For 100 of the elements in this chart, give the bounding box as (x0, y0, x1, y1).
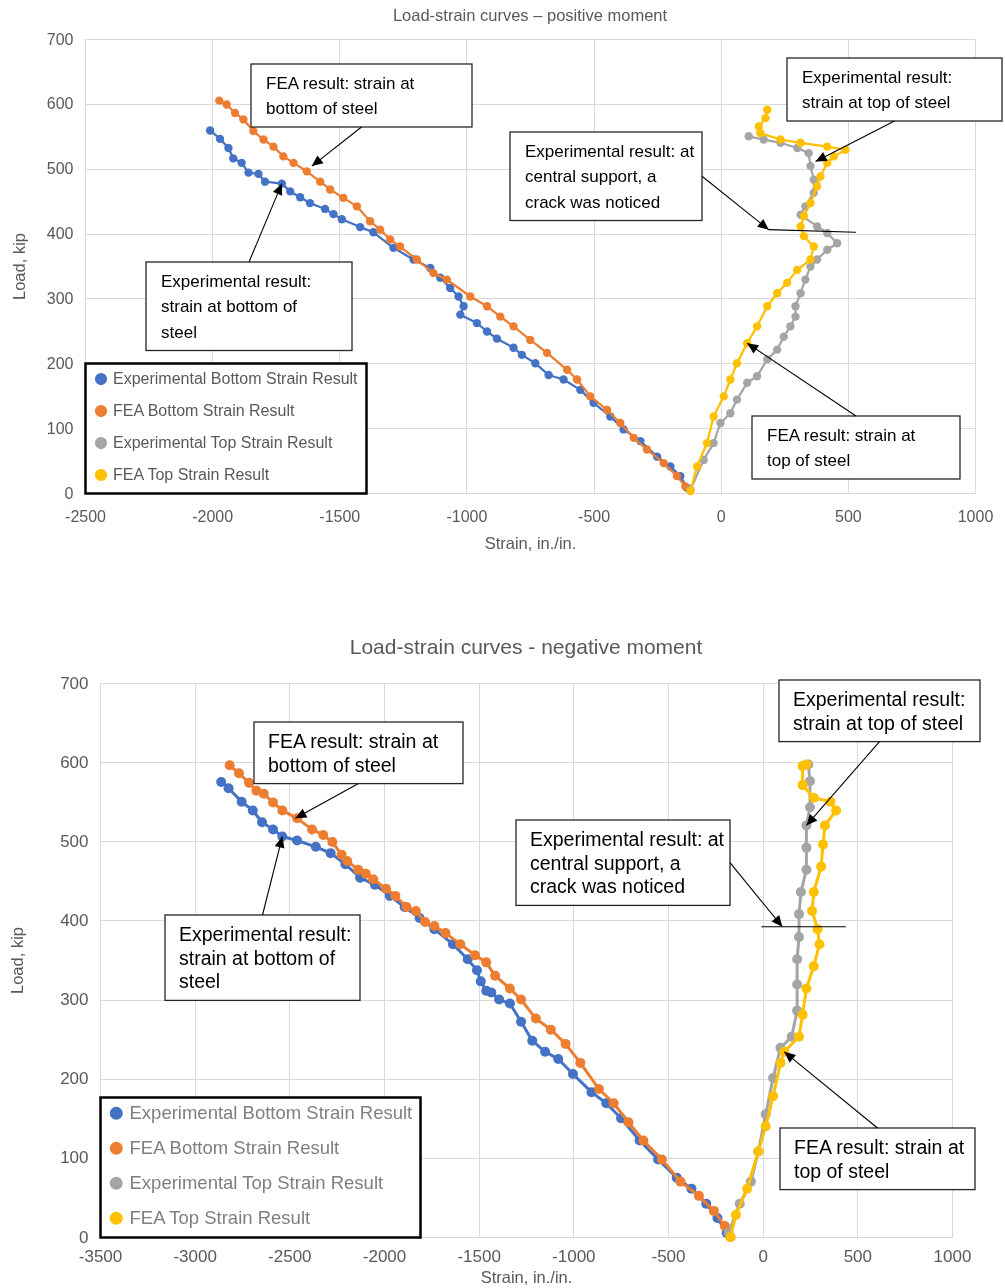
point (492, 334, 502, 343)
point (559, 375, 568, 384)
y-tick-label: 200 (60, 1069, 89, 1089)
point (801, 864, 812, 875)
point (442, 275, 452, 284)
annotation: FEA result: strain at top of steel (794, 1135, 965, 1182)
point (481, 957, 492, 968)
point (586, 392, 595, 401)
y-tick-label: 700 (60, 673, 89, 693)
point (353, 864, 364, 875)
y-tick-label: 300 (46, 289, 74, 307)
annotation: Experimental result: strain at top of steel (802, 67, 953, 113)
point (216, 776, 227, 787)
x-tick-label: -500 (578, 507, 611, 525)
point (286, 187, 295, 196)
point (732, 395, 742, 404)
point (327, 837, 338, 848)
point (726, 409, 735, 418)
point (490, 970, 501, 981)
point (472, 318, 482, 328)
point (608, 1098, 619, 1109)
point (244, 168, 253, 177)
point (772, 345, 782, 354)
y-tick-label: 600 (46, 95, 74, 113)
point (675, 1176, 686, 1187)
point (466, 292, 475, 301)
point (742, 378, 752, 387)
legend-label: FEA Bottom Strain Result (113, 402, 295, 419)
point (545, 1024, 556, 1035)
point (823, 245, 832, 254)
point (814, 939, 825, 950)
point (799, 231, 809, 241)
point (360, 868, 371, 879)
point (553, 1053, 564, 1064)
point (760, 1121, 771, 1132)
point (806, 262, 815, 271)
y-tick-label: 0 (79, 1227, 89, 1247)
point (544, 370, 553, 380)
y-tick-label: 500 (60, 831, 89, 851)
point (244, 777, 255, 788)
annotation: Experimental result: strain at bottom of steel (179, 922, 352, 993)
point (215, 134, 225, 144)
legend-label: FEA Bottom Strain Result (129, 1137, 340, 1159)
x-tick-label: -1500 (457, 1246, 501, 1266)
point (258, 788, 269, 799)
point (796, 138, 805, 147)
annotation: FEA result: strain at bottom of steel (268, 729, 439, 776)
point (793, 265, 802, 275)
point (325, 848, 336, 859)
point (429, 920, 440, 931)
point (307, 824, 318, 835)
legend-label: Experimental Bottom Strain Result (129, 1102, 413, 1124)
y-tick-label: 400 (60, 910, 89, 930)
point (693, 1190, 704, 1201)
point (560, 1038, 571, 1049)
point (504, 998, 515, 1009)
point (732, 359, 742, 368)
point (260, 177, 270, 186)
point (808, 886, 819, 897)
point (806, 198, 815, 208)
point (816, 172, 825, 181)
point (509, 322, 518, 331)
x-tick-label: 1000 (933, 1246, 972, 1266)
point (804, 148, 813, 158)
legend-label: FEA Top Strain Result (113, 466, 270, 483)
point (794, 1031, 805, 1042)
point (623, 1117, 634, 1128)
y-tick-label: 100 (46, 419, 74, 437)
point (268, 797, 279, 808)
point (761, 113, 770, 123)
point (542, 348, 552, 358)
point (754, 122, 764, 131)
point (429, 268, 438, 278)
point (801, 275, 810, 284)
point (229, 154, 238, 163)
point (269, 142, 278, 151)
point (516, 1016, 527, 1027)
x-tick-label: -2500 (268, 1246, 312, 1266)
point (223, 783, 234, 794)
point (456, 310, 465, 319)
point (325, 185, 335, 194)
point (831, 805, 842, 816)
point (812, 222, 822, 231)
point (719, 392, 728, 401)
point (806, 161, 815, 171)
y-tick-label: 300 (60, 990, 89, 1010)
point (257, 817, 268, 828)
point (462, 954, 473, 965)
point (726, 375, 735, 384)
x-tick-label: -2500 (65, 507, 107, 525)
point (792, 979, 803, 990)
x-tick-label: -2000 (192, 507, 234, 525)
y-axis-title: Load, kip (9, 233, 28, 300)
point (395, 242, 405, 251)
point (494, 994, 505, 1005)
annotation: Experimental result: at central support, a crack was noticed (525, 141, 695, 212)
point (752, 322, 762, 331)
x-tick-label: -1500 (319, 507, 361, 525)
point (602, 405, 612, 415)
point (233, 768, 244, 779)
